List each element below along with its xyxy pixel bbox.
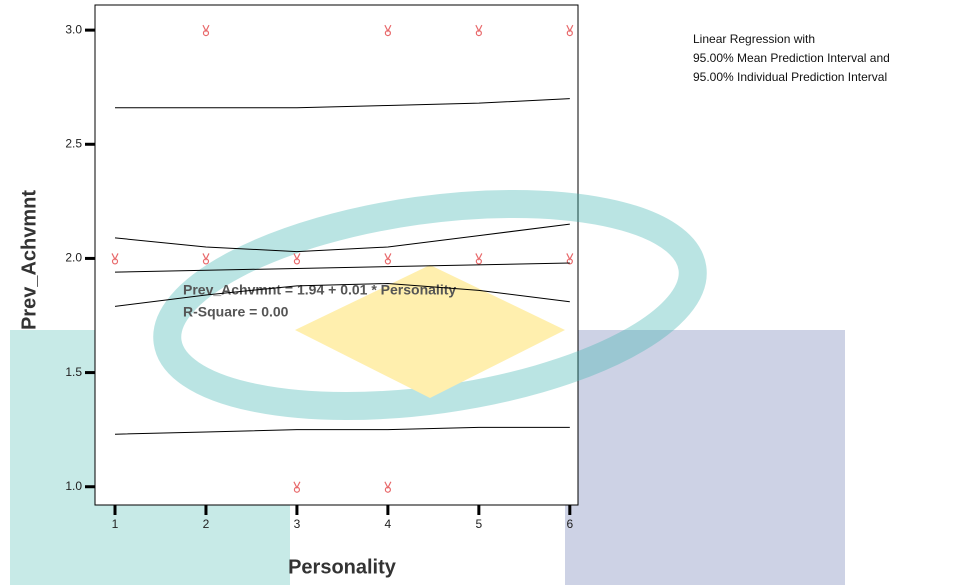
equation: Prev_Achvmnt = 1.94 + 0.01 * Personality xyxy=(183,282,456,298)
y-tick-label: 1.0 xyxy=(65,479,82,493)
x-tick-label: 4 xyxy=(385,517,392,531)
x-axis-title: Personality xyxy=(288,556,397,578)
legend-note: Linear Regression with xyxy=(693,32,815,46)
y-tick-label: 3.0 xyxy=(65,22,82,36)
y-tick-label: 2.0 xyxy=(65,251,82,265)
x-tick-label: 3 xyxy=(294,517,301,531)
y-tick-label: 1.5 xyxy=(65,365,82,379)
legend-note: 95.00% Individual Prediction Interval xyxy=(693,70,887,84)
page: {"chart_data": {"type": "scatter", "lege… xyxy=(0,0,979,585)
y-tick-label: 2.5 xyxy=(65,136,82,150)
x-tick-label: 5 xyxy=(476,517,483,531)
y-axis-title: Prev_Achvmnt xyxy=(18,190,40,330)
chart: Prev_Achvmnt = 1.94 + 0.01 * Personality… xyxy=(0,0,979,585)
legend-note: 95.00% Mean Prediction Interval and xyxy=(693,51,890,65)
x-tick-label: 1 xyxy=(112,517,119,531)
x-tick-label: 6 xyxy=(566,517,573,531)
r-square: R-Square = 0.00 xyxy=(183,304,289,320)
x-tick-label: 2 xyxy=(203,517,210,531)
